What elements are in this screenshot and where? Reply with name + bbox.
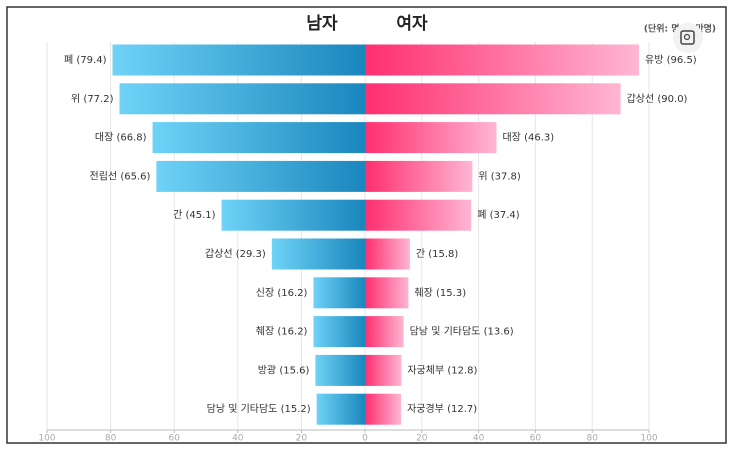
data-label: 신장 (16.2) — [256, 287, 308, 299]
bar — [365, 316, 404, 348]
value-label: (29.3) — [236, 249, 266, 260]
value-label: (16.2) — [277, 288, 307, 299]
x-tick-label: 60 — [530, 434, 542, 444]
value-label: (12.8) — [447, 365, 477, 376]
value-label: (46.3) — [524, 133, 554, 144]
category-label: 폐 — [64, 54, 73, 66]
value-label: (15.2) — [281, 404, 311, 415]
bar — [112, 44, 366, 76]
data-label: 전립선 (65.6) — [90, 169, 151, 182]
data-label: 유방 (96.5) — [645, 54, 697, 66]
x-tick-label: 40 — [232, 434, 244, 444]
bar — [365, 199, 472, 231]
plot: 0 20 20 40 40 60 60 80 80 100 100 폐 (79.4) 위 (77.2) 대… — [38, 42, 697, 444]
x-tick-label: 40 — [473, 434, 485, 444]
bar — [271, 238, 365, 270]
data-label: 폐 (37.4) — [477, 209, 520, 221]
value-label: (37.8) — [491, 171, 521, 182]
data-label: 방광 (15.6) — [258, 364, 310, 376]
data-label: 췌장 (16.2) — [256, 326, 308, 338]
bar — [313, 316, 365, 348]
left-title: 남자 — [306, 14, 338, 34]
x-tick-label: 100 — [38, 434, 55, 444]
category-label: 갑상선 — [627, 93, 655, 105]
right-title: 여자 — [396, 14, 428, 34]
bar — [365, 160, 473, 192]
bar — [315, 354, 365, 386]
value-label: (15.3) — [436, 288, 466, 299]
bar — [221, 199, 365, 231]
bar — [365, 354, 402, 386]
category-label: 유방 — [645, 54, 663, 66]
value-label: (79.4) — [76, 55, 106, 66]
value-label: (90.0) — [657, 94, 687, 105]
category-label: 대장 — [502, 132, 520, 144]
category-label: 방광 — [258, 364, 276, 376]
value-label: (12.7) — [447, 404, 477, 415]
x-tick-label: 80 — [586, 434, 598, 444]
value-label: (96.5) — [667, 55, 697, 66]
category-label: 간 — [173, 209, 182, 221]
category-label: 자궁경부 — [407, 402, 444, 415]
bar — [365, 122, 497, 154]
value-label: (65.6) — [120, 171, 150, 182]
x-tick-label: 100 — [640, 434, 657, 444]
value-label: (16.2) — [277, 327, 307, 338]
bar — [365, 238, 410, 270]
x-tick-label: 60 — [168, 434, 180, 444]
data-label: 갑상선 (90.0) — [627, 93, 688, 105]
data-label: 간 (45.1) — [173, 209, 216, 221]
category-label: 전립선 — [90, 169, 118, 182]
bar — [313, 277, 365, 309]
category-label: 대장 — [95, 132, 113, 144]
value-label: (45.1) — [186, 210, 216, 221]
category-label: 위 — [71, 92, 80, 105]
bar — [365, 44, 640, 76]
value-label: (13.6) — [484, 327, 514, 338]
value-label: (66.8) — [116, 133, 146, 144]
value-label: (77.2) — [83, 94, 113, 105]
bar — [365, 277, 409, 309]
category-label: 췌장 — [256, 326, 274, 338]
category-label: 담낭 및 기타담도 — [207, 403, 278, 415]
x-tick-label: 0 — [362, 434, 368, 444]
category-label: 위 — [478, 169, 487, 182]
data-label: 간 (15.8) — [416, 248, 459, 260]
category-label: 담낭 및 기타담도 — [410, 326, 481, 338]
bar — [119, 83, 365, 115]
bar — [152, 122, 365, 154]
category-label: 췌장 — [414, 287, 432, 299]
data-label: 자궁체부 (12.8) — [407, 364, 477, 376]
category-label: 신장 — [256, 287, 274, 299]
image-icon[interactable] — [673, 23, 703, 53]
data-label: 폐 (79.4) — [64, 54, 107, 66]
x-tick-label: 20 — [416, 434, 428, 444]
value-label: (15.8) — [428, 249, 458, 260]
data-label: 위 (37.8) — [478, 169, 521, 182]
data-label: 위 (77.2) — [71, 92, 114, 105]
x-tick-label: 80 — [105, 434, 117, 444]
category-label: 갑상선 — [205, 248, 233, 260]
data-label: 담낭 및 기타담도 (13.6) — [410, 326, 514, 338]
category-label: 폐 — [477, 209, 486, 221]
value-label: (37.4) — [490, 210, 520, 221]
data-label: 자궁경부 (12.7) — [407, 402, 477, 415]
data-label: 대장 (66.8) — [95, 132, 147, 144]
data-label: 갑상선 (29.3) — [205, 248, 266, 260]
data-label: 담낭 및 기타담도 (15.2) — [207, 403, 311, 415]
bar — [365, 83, 621, 115]
value-label: (15.6) — [279, 365, 309, 376]
data-label: 췌장 (15.3) — [414, 287, 466, 299]
bar — [316, 393, 365, 425]
category-label: 자궁체부 — [407, 364, 444, 376]
category-label: 간 — [416, 248, 425, 260]
bar — [156, 160, 365, 192]
data-label: 대장 (46.3) — [502, 132, 554, 144]
bar — [365, 393, 402, 425]
x-tick-label: 20 — [296, 434, 308, 444]
